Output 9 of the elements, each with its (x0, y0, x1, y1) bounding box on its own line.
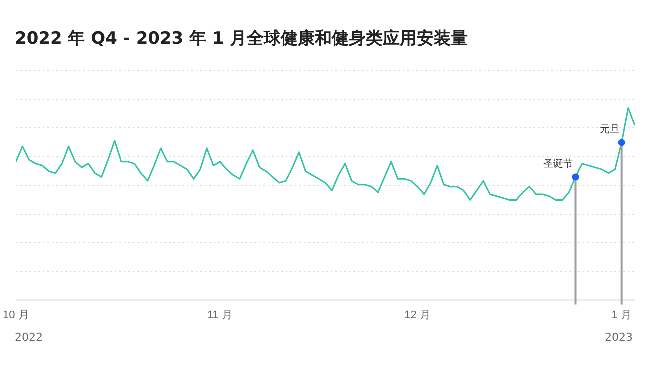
text: 2023 (605, 331, 633, 344)
ref-line-label: 圣诞节 (544, 158, 574, 170)
x-tick-label: 12 月 (404, 309, 431, 322)
x-tick-label: 10 月 (2, 309, 30, 322)
chart-title: 2022 年 Q4 - 2023 年 1 月全球健康和健身类应用安装量 (15, 28, 468, 50)
x-tick-label: 11 月 (207, 309, 233, 322)
text: 2022 (15, 331, 43, 344)
x-tick-label: 1 月 (612, 309, 632, 322)
ref-line-label: 元旦 (600, 124, 620, 136)
